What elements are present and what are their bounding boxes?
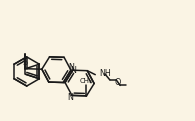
Text: N: N xyxy=(68,63,74,72)
Text: CH₃: CH₃ xyxy=(80,78,93,84)
Text: N: N xyxy=(67,93,73,102)
Text: S: S xyxy=(23,58,28,67)
Text: O: O xyxy=(115,78,121,87)
Text: N: N xyxy=(70,66,76,75)
Text: NH: NH xyxy=(100,69,111,78)
